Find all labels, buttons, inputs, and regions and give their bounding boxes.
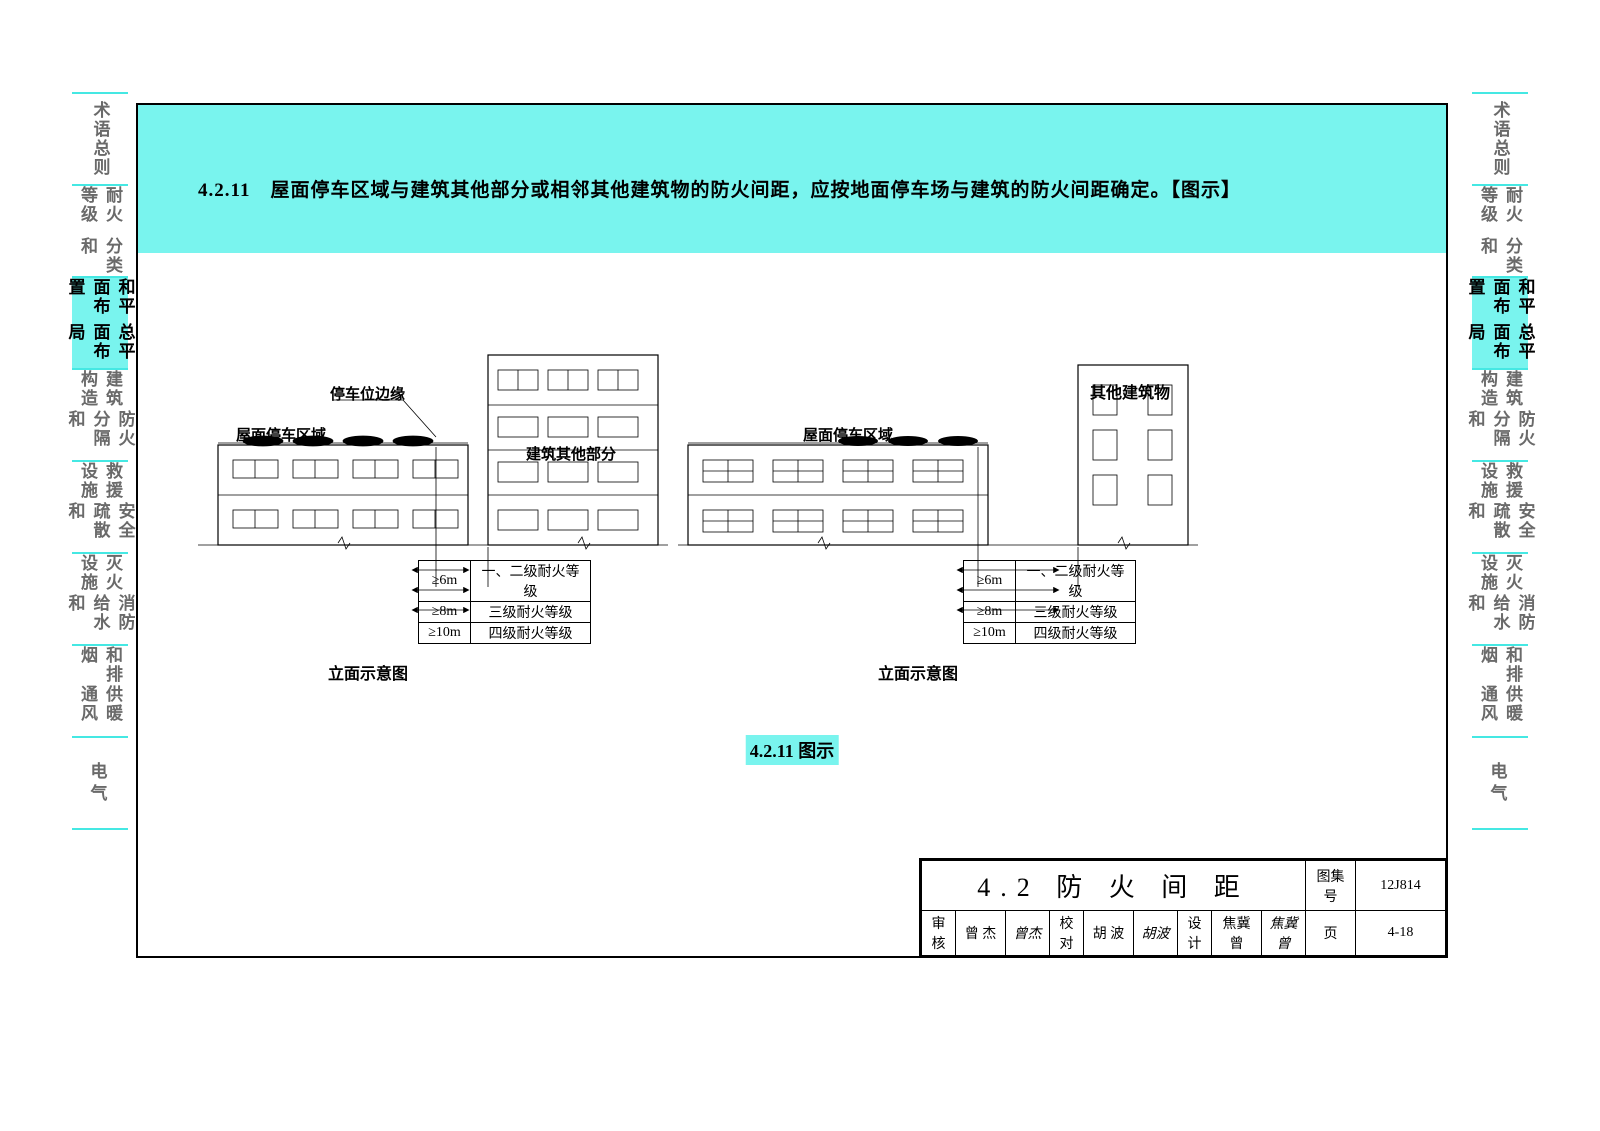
section-title: 4.2 防 火 间 距: [922, 861, 1306, 911]
nav-tab[interactable]: 术语总则: [72, 92, 128, 186]
nav-tab[interactable]: 救援设施安全疏散和: [1472, 460, 1528, 554]
nav-tab[interactable]: 灭火设施消防给水和: [72, 552, 128, 646]
nav-tab[interactable]: 灭火设施消防给水和: [1472, 552, 1528, 646]
label-other-part: 建筑其他部分: [526, 443, 616, 464]
nav-tab[interactable]: 建筑构造防火分隔和: [1472, 368, 1528, 462]
label-parking-edge: 停车位边缘: [330, 383, 405, 404]
nav-tab[interactable]: 救援设施安全疏散和: [72, 460, 128, 554]
nav-tab[interactable]: 和排烟供暖通风: [72, 644, 128, 738]
nav-tab[interactable]: 建筑构造防火分隔和: [72, 368, 128, 462]
diagram-right: 屋面停车区域 其他建筑物 ≥6m一、二级耐火等级 ≥8m三级耐火等级 ≥10m四…: [678, 325, 1178, 705]
caption-1: 立面示意图: [328, 660, 408, 684]
label-other-building: 其他建筑物: [1090, 379, 1170, 403]
nav-right: 术语总则耐火等级分类和和平面布置总平面布局建筑构造防火分隔和救援设施安全疏散和灭…: [1472, 92, 1528, 828]
label-roof-parking: 屋面停车区域: [236, 424, 326, 445]
nav-tab[interactable]: 耐火等级分类和: [1472, 184, 1528, 278]
nav-tab[interactable]: 和排烟供暖通风: [1472, 644, 1528, 738]
diagram-left: 屋面停车区域 停车位边缘 建筑其他部分 ≥6m一、二级耐火等级 ≥8m三级耐火等…: [178, 325, 678, 705]
nav-tab[interactable]: 电气: [1472, 736, 1528, 830]
nav-tab[interactable]: 和平面布置总平面布局: [1472, 276, 1528, 370]
nav-tab[interactable]: 术语总则: [1472, 92, 1528, 186]
label-roof-parking-2: 屋面停车区域: [803, 424, 893, 445]
nav-tab[interactable]: 电气: [72, 736, 128, 830]
title-block: 4.2 防 火 间 距 图集号 12J814 审核 曾 杰 曾杰 校对 胡 波 …: [919, 858, 1448, 958]
drawing-frame: 4.2.11 屋面停车区域与建筑其他部分或相邻其他建筑物的防火间距，应按地面停车…: [136, 103, 1448, 958]
nav-left: 术语总则耐火等级分类和和平面布置总平面布局建筑构造防火分隔和救援设施安全疏散和灭…: [72, 92, 128, 828]
nav-tab[interactable]: 和平面布置总平面布局: [72, 276, 128, 370]
figure-tag: 4.2.11 图示: [746, 735, 839, 765]
nav-tab[interactable]: 耐火等级分类和: [72, 184, 128, 278]
caption-2: 立面示意图: [878, 660, 958, 684]
clause-text: 4.2.11 屋面停车区域与建筑其他部分或相邻其他建筑物的防火间距，应按地面停车…: [198, 175, 1241, 202]
